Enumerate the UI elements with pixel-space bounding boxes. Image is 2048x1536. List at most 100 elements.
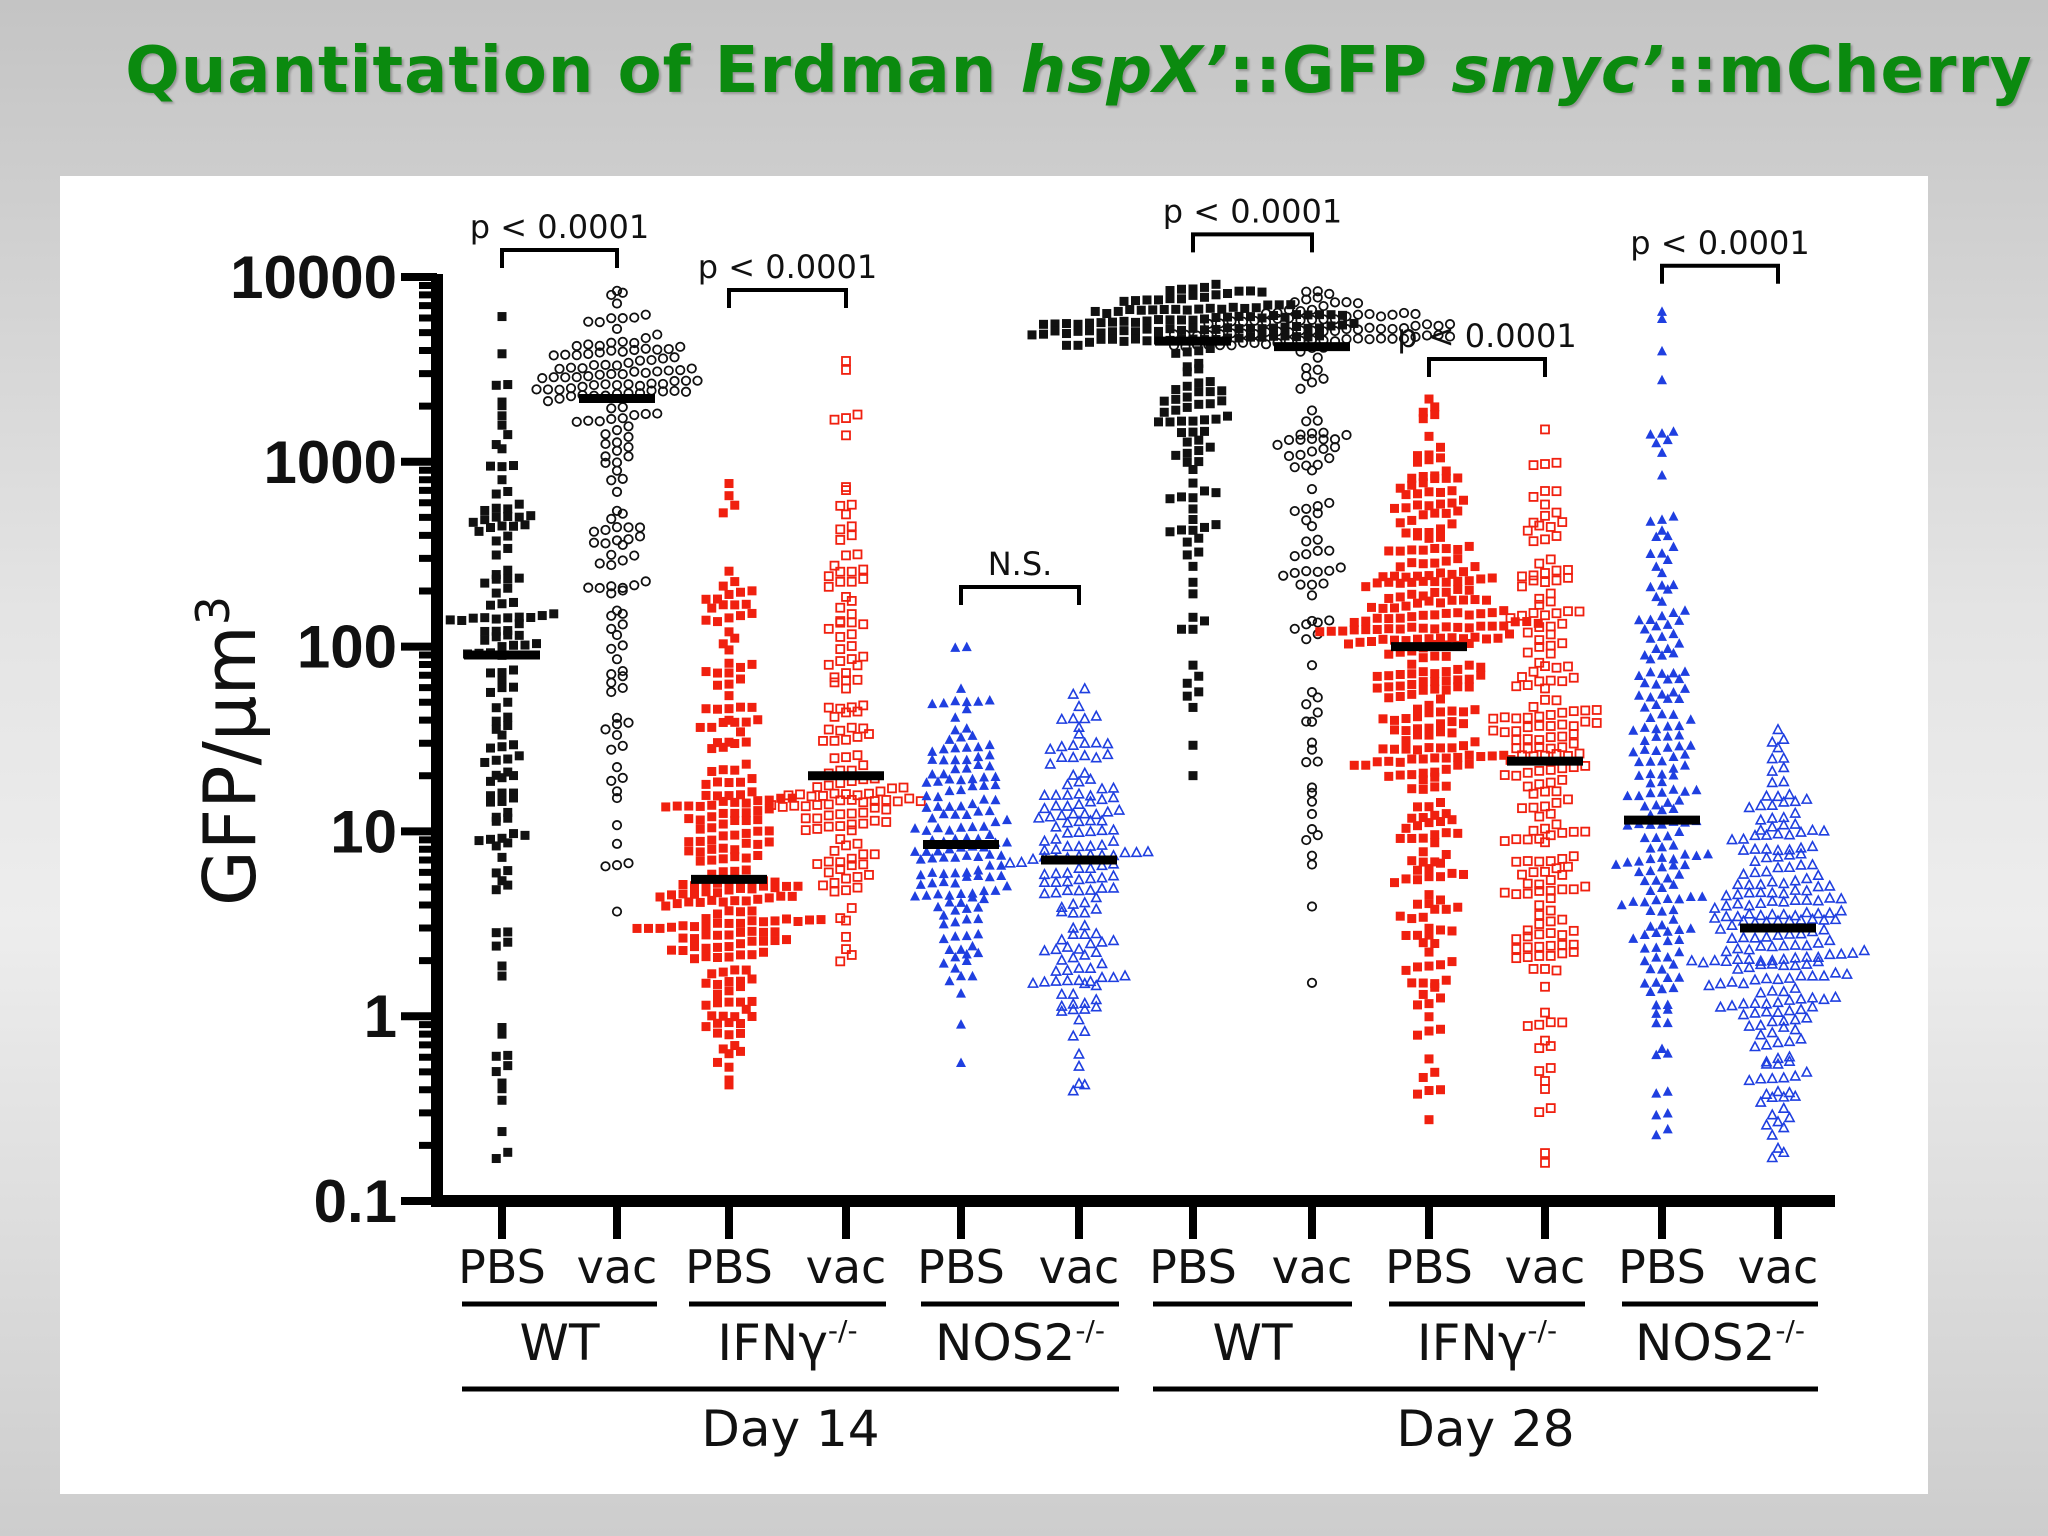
data-point bbox=[1662, 731, 1673, 741]
data-point bbox=[1430, 402, 1440, 412]
data-point bbox=[1312, 364, 1323, 375]
data-point bbox=[1823, 934, 1836, 946]
data-point bbox=[1639, 722, 1650, 732]
data-point bbox=[1107, 823, 1120, 835]
data-point bbox=[1395, 578, 1405, 588]
data-point bbox=[1177, 624, 1186, 634]
data-point bbox=[1260, 339, 1272, 350]
data-point bbox=[497, 411, 507, 421]
data-point bbox=[1662, 434, 1673, 445]
data-point bbox=[938, 876, 949, 887]
data-point bbox=[1418, 989, 1428, 999]
data-point bbox=[497, 642, 507, 652]
data-point bbox=[1795, 1003, 1807, 1015]
data-point bbox=[736, 777, 745, 787]
data-point bbox=[835, 821, 846, 831]
data-point bbox=[1329, 442, 1341, 453]
data-point bbox=[1090, 891, 1103, 903]
data-point bbox=[486, 687, 495, 697]
data-point bbox=[777, 801, 788, 812]
data-point bbox=[1829, 913, 1842, 925]
data-point bbox=[1737, 832, 1750, 844]
data-point bbox=[1078, 948, 1091, 960]
data-point bbox=[1545, 1103, 1556, 1113]
data-point bbox=[1783, 860, 1796, 873]
data-point bbox=[741, 1004, 751, 1014]
data-point bbox=[852, 706, 863, 717]
data-point bbox=[707, 895, 717, 905]
data-point bbox=[1557, 774, 1568, 785]
data-point bbox=[1078, 906, 1091, 918]
data-point bbox=[1306, 428, 1318, 439]
data-point bbox=[724, 942, 734, 952]
data-point bbox=[701, 943, 711, 953]
data-point bbox=[718, 508, 728, 518]
data-point bbox=[617, 671, 628, 682]
data-point bbox=[1211, 520, 1221, 530]
data-point bbox=[753, 815, 763, 825]
data-point bbox=[1395, 518, 1405, 528]
data-point bbox=[1234, 333, 1244, 343]
data-point bbox=[1306, 521, 1318, 532]
data-point bbox=[542, 384, 554, 395]
data-point bbox=[1517, 672, 1527, 682]
data-point bbox=[1436, 925, 1445, 935]
data-point bbox=[961, 754, 972, 765]
data-point bbox=[1651, 927, 1662, 937]
data-point bbox=[1511, 934, 1522, 945]
data-point bbox=[741, 965, 751, 975]
data-point bbox=[1436, 524, 1445, 534]
data-point bbox=[690, 934, 699, 944]
data-point bbox=[1349, 318, 1359, 328]
data-point bbox=[1038, 834, 1051, 846]
data-point bbox=[606, 610, 617, 621]
data-point bbox=[1292, 332, 1301, 342]
data-point bbox=[1441, 608, 1451, 618]
data-point bbox=[1312, 830, 1323, 841]
data-point bbox=[1441, 508, 1451, 518]
data-point bbox=[1657, 983, 1667, 994]
data-point bbox=[724, 977, 734, 987]
data-point bbox=[1464, 638, 1474, 648]
data-point bbox=[1295, 449, 1306, 460]
data-point bbox=[1800, 792, 1813, 804]
data-point bbox=[841, 683, 851, 694]
data-point bbox=[1384, 671, 1394, 681]
data-point bbox=[531, 384, 542, 395]
data-point bbox=[1453, 682, 1463, 692]
data-point bbox=[1662, 1123, 1673, 1134]
data-point bbox=[1493, 633, 1503, 643]
data-point bbox=[1651, 894, 1662, 905]
data-point bbox=[1159, 396, 1169, 406]
data-point bbox=[583, 348, 594, 360]
data-point bbox=[1413, 724, 1422, 734]
data-point bbox=[1424, 872, 1434, 882]
data-point bbox=[588, 359, 600, 371]
treatment-label: PBS bbox=[1618, 1240, 1706, 1294]
data-point bbox=[1395, 483, 1405, 493]
data-point bbox=[1177, 525, 1186, 535]
data-point bbox=[669, 385, 680, 397]
data-point bbox=[1055, 712, 1068, 724]
data-point bbox=[623, 522, 634, 533]
data-point bbox=[1078, 749, 1091, 761]
data-point bbox=[606, 669, 617, 680]
data-point bbox=[852, 409, 863, 420]
data-point bbox=[938, 933, 949, 944]
data-point bbox=[1551, 965, 1562, 976]
data-point bbox=[1430, 577, 1440, 587]
data-point bbox=[835, 795, 846, 806]
data-point bbox=[1447, 743, 1457, 753]
data-point bbox=[1436, 872, 1445, 882]
data-point bbox=[753, 894, 763, 904]
data-point bbox=[503, 504, 513, 514]
data-point bbox=[979, 772, 989, 782]
data-point bbox=[1002, 837, 1012, 847]
data-point bbox=[1326, 626, 1336, 636]
data-point bbox=[1657, 919, 1667, 930]
data-point bbox=[736, 1018, 745, 1028]
data-point bbox=[1038, 975, 1051, 987]
data-point bbox=[1441, 975, 1451, 985]
data-point bbox=[1812, 868, 1825, 881]
data-point bbox=[973, 806, 984, 816]
